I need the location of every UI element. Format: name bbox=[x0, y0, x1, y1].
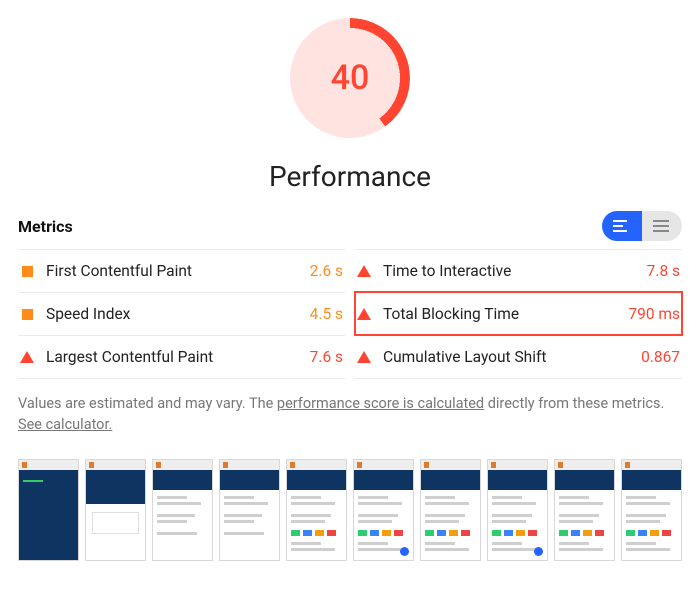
square-marker-icon bbox=[20, 264, 34, 278]
gauge-score: 40 bbox=[290, 18, 410, 138]
metric-row[interactable]: Cumulative Layout Shift0.867 bbox=[355, 335, 682, 379]
section-title: Performance bbox=[18, 160, 682, 193]
metric-name: Largest Contentful Paint bbox=[46, 348, 310, 366]
filmstrip-thumb[interactable] bbox=[420, 459, 481, 561]
metric-row[interactable]: Speed Index4.5 s bbox=[18, 292, 345, 335]
metrics-heading: Metrics bbox=[18, 217, 73, 236]
metric-value: 790 ms bbox=[628, 305, 680, 323]
filmstrip-thumb[interactable] bbox=[18, 459, 79, 561]
metric-row[interactable]: Largest Contentful Paint7.6 s bbox=[18, 335, 345, 379]
score-gauge: 40 bbox=[18, 18, 682, 138]
note-text: Values are estimated and may vary. The bbox=[18, 395, 277, 412]
filmstrip-thumb[interactable] bbox=[152, 459, 213, 561]
metric-value: 7.6 s bbox=[310, 348, 343, 366]
metrics-grid: First Contentful Paint2.6 sSpeed Index4.… bbox=[18, 249, 682, 379]
filmstrip-thumb[interactable] bbox=[353, 459, 414, 561]
score-calc-link[interactable]: performance score is calculated bbox=[277, 395, 484, 412]
triangle-marker-icon bbox=[20, 350, 34, 364]
metric-value: 2.6 s bbox=[310, 262, 343, 280]
metric-row[interactable]: Time to Interactive7.8 s bbox=[355, 249, 682, 292]
square-marker-icon bbox=[20, 307, 34, 321]
filmstrip bbox=[18, 459, 682, 561]
toggle-compact-icon[interactable] bbox=[642, 211, 682, 241]
filmstrip-thumb[interactable] bbox=[85, 459, 146, 561]
metric-name: Cumulative Layout Shift bbox=[383, 348, 641, 366]
see-calculator-link[interactable]: See calculator. bbox=[18, 416, 112, 433]
triangle-marker-icon bbox=[357, 264, 371, 278]
filmstrip-thumb[interactable] bbox=[621, 459, 682, 561]
metric-value: 0.867 bbox=[641, 348, 680, 366]
metric-value: 4.5 s bbox=[310, 305, 343, 323]
filmstrip-thumb[interactable] bbox=[554, 459, 615, 561]
metrics-note: Values are estimated and may vary. The p… bbox=[18, 393, 682, 435]
metric-value: 7.8 s bbox=[647, 262, 680, 280]
metric-row[interactable]: Total Blocking Time790 ms bbox=[355, 292, 682, 335]
toggle-expanded-icon[interactable] bbox=[602, 211, 642, 241]
metric-row[interactable]: First Contentful Paint2.6 s bbox=[18, 249, 345, 292]
metric-name: Total Blocking Time bbox=[383, 305, 628, 323]
triangle-marker-icon bbox=[357, 307, 371, 321]
filmstrip-thumb[interactable] bbox=[487, 459, 548, 561]
triangle-marker-icon bbox=[357, 350, 371, 364]
view-toggle[interactable] bbox=[602, 211, 682, 241]
filmstrip-thumb[interactable] bbox=[286, 459, 347, 561]
metric-name: Time to Interactive bbox=[383, 262, 647, 280]
metric-name: First Contentful Paint bbox=[46, 262, 310, 280]
metric-name: Speed Index bbox=[46, 305, 310, 323]
filmstrip-thumb[interactable] bbox=[219, 459, 280, 561]
note-text: directly from these metrics. bbox=[484, 395, 664, 412]
